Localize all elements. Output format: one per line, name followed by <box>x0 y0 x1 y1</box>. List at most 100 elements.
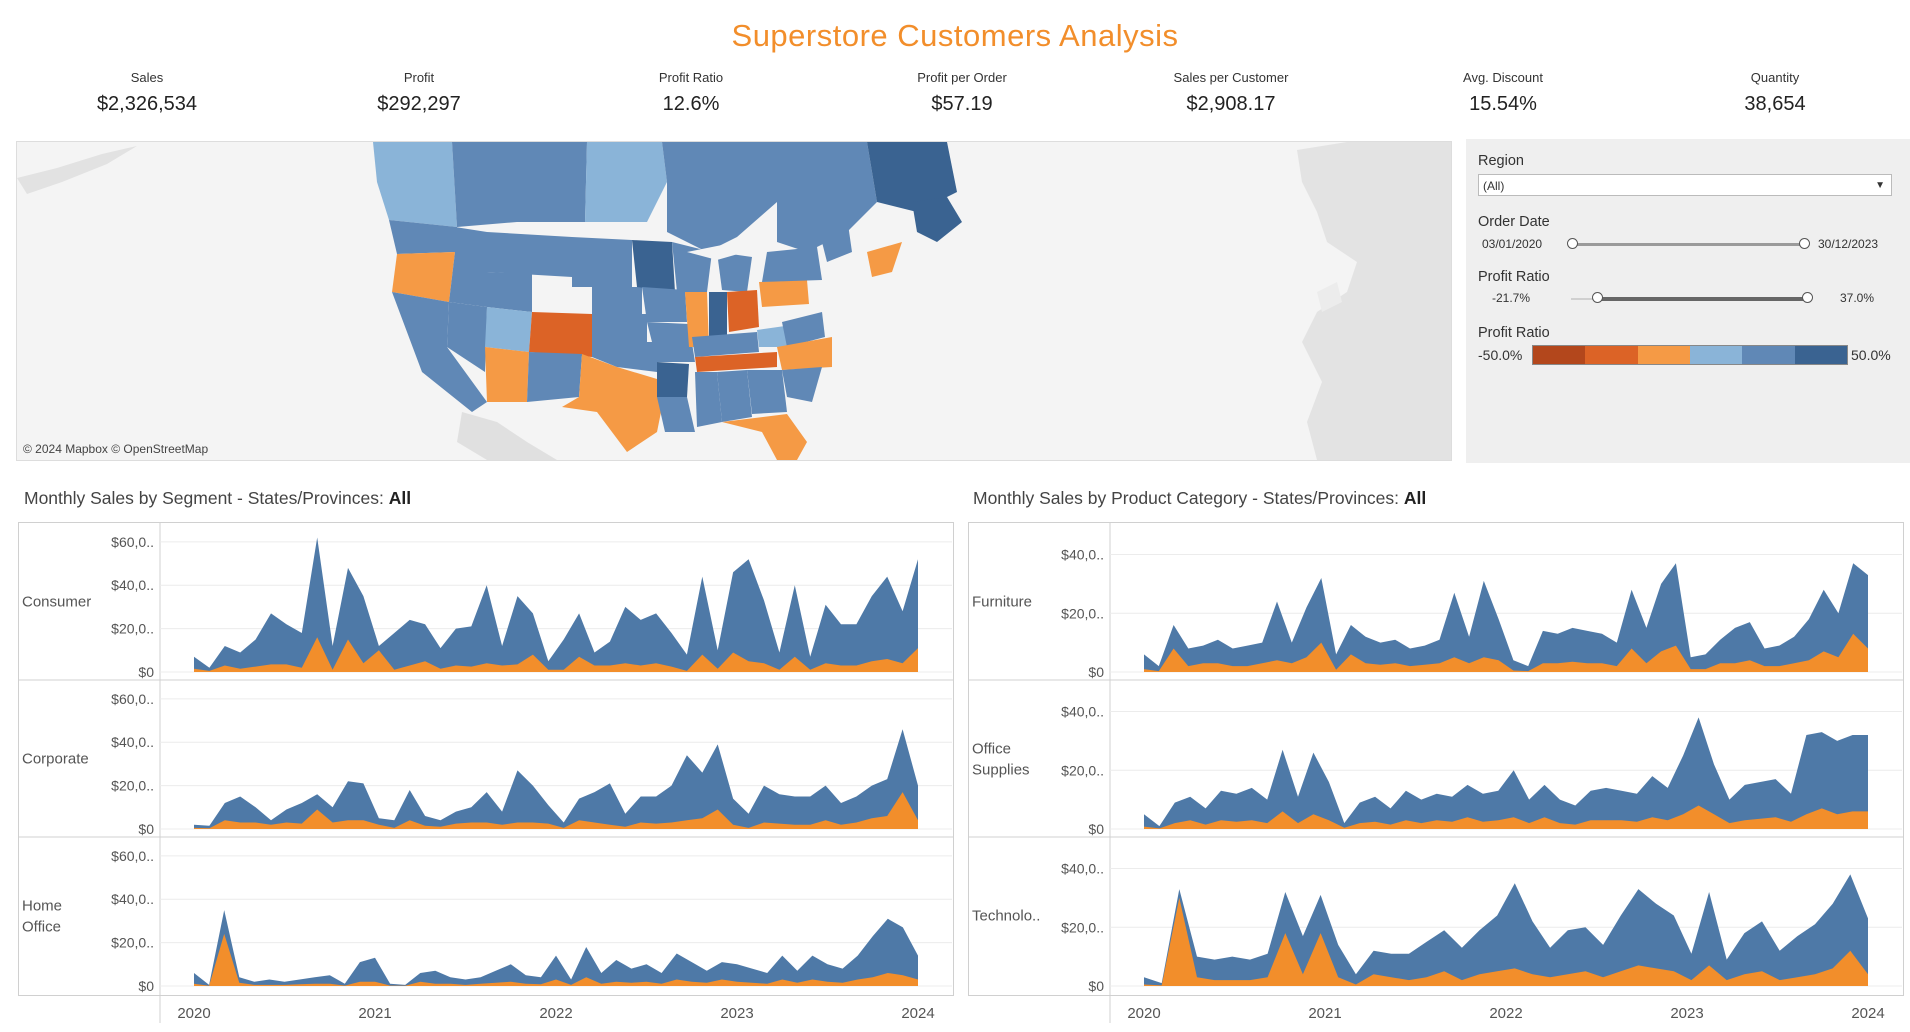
region-utah[interactable] <box>485 307 532 352</box>
region-north-dakota[interactable] <box>572 237 632 262</box>
profit-ratio-color-legend[interactable] <box>1532 345 1848 365</box>
region-missouri[interactable] <box>647 322 695 362</box>
kpi-label: Avg. Discount <box>1463 70 1543 85</box>
y-tick-label: $60,0.. <box>111 534 154 550</box>
region-north-carolina[interactable] <box>777 337 832 370</box>
profit-ratio-min-handle[interactable] <box>1592 292 1603 303</box>
y-tick-label: $20,0.. <box>111 935 154 951</box>
profit-ratio-max-handle[interactable] <box>1802 292 1813 303</box>
row-label-line: Furniture <box>972 594 1032 611</box>
region-arizona[interactable] <box>485 347 529 402</box>
sales-area[interactable] <box>194 910 918 986</box>
region-oregon[interactable] <box>392 252 455 302</box>
region-virginia[interactable] <box>782 312 825 347</box>
region-nebraska[interactable] <box>592 287 642 314</box>
region-iowa[interactable] <box>642 287 687 322</box>
y-tick-label: $20,0.. <box>111 621 154 637</box>
region-colorado[interactable] <box>529 312 592 357</box>
region-saskatchewan[interactable] <box>517 142 587 222</box>
region-new-mexico[interactable] <box>527 352 582 402</box>
region-louisiana[interactable] <box>657 397 695 432</box>
region-west-virginia[interactable] <box>757 325 792 347</box>
region-texas[interactable] <box>562 354 667 452</box>
y-tick-label: $0 <box>138 664 154 680</box>
row-label-line: Corporate <box>22 751 89 768</box>
profit-area[interactable] <box>1144 805 1868 830</box>
region-idaho[interactable] <box>449 227 487 307</box>
filter-panel: Region (All) ▼ Order Date 03/01/2020 30/… <box>1466 139 1910 463</box>
sales-area[interactable] <box>1144 874 1868 986</box>
segment-area-chart[interactable]: Consumer $60,0.. $40,0.. $20,0.. $0 Corporate… <box>18 522 954 1024</box>
kpi-label: Sales per Customer <box>1173 70 1289 85</box>
y-tick-label: $0 <box>138 821 154 837</box>
kpi-quantity: Quantity 38,654 <box>1665 70 1885 116</box>
y-tick-label: $0 <box>1088 821 1104 837</box>
region-bc[interactable] <box>373 142 457 227</box>
region-newfoundland[interactable] <box>912 197 962 242</box>
region-arkansas[interactable] <box>657 362 689 397</box>
region-kentucky[interactable] <box>692 332 759 357</box>
sales-area[interactable] <box>1144 717 1868 829</box>
y-tick-label: $40,0.. <box>111 891 154 907</box>
row-label: Furniture <box>972 594 1032 611</box>
great-lakes <box>687 242 752 260</box>
order-date-end: 30/12/2023 <box>1818 237 1879 251</box>
map-attribution[interactable]: © 2024 Mapbox © OpenStreetMap <box>23 442 209 456</box>
y-tick-label: $40,0.. <box>1061 704 1104 720</box>
region-florida[interactable] <box>722 414 807 460</box>
region-south-carolina[interactable] <box>782 367 822 402</box>
chart-frame <box>968 522 1904 996</box>
order-date-end-handle[interactable] <box>1799 238 1810 249</box>
kpi-profit-ratio: Profit Ratio 12.6% <box>581 70 801 116</box>
profit-ratio-map[interactable]: © 2024 Mapbox © OpenStreetMap <box>16 141 1452 461</box>
profit-area[interactable] <box>194 792 918 829</box>
region-ohio[interactable] <box>727 290 759 332</box>
region-montana[interactable] <box>487 232 572 277</box>
region-quebec[interactable] <box>777 142 877 252</box>
region-washington[interactable] <box>389 220 457 254</box>
region-dropdown[interactable]: (All) ▼ <box>1478 174 1892 196</box>
profit-area[interactable] <box>1144 633 1868 672</box>
region-mississippi[interactable] <box>695 372 722 427</box>
region-alabama[interactable] <box>717 370 752 422</box>
region-ontario[interactable] <box>662 142 777 252</box>
region-manitoba[interactable] <box>585 142 667 222</box>
region-minnesota[interactable] <box>632 240 675 292</box>
kpi-value: $292,297 <box>377 93 461 115</box>
order-date-slider-track[interactable] <box>1571 243 1803 246</box>
region-illinois[interactable] <box>685 292 709 347</box>
region-georgia[interactable] <box>747 370 787 414</box>
category-title-prefix: Monthly Sales by Product Category - Stat… <box>973 488 1404 508</box>
region-nevada[interactable] <box>447 302 487 372</box>
sales-area[interactable] <box>194 537 918 673</box>
region-alberta[interactable] <box>452 142 517 227</box>
chevron-down-icon[interactable]: ▼ <box>1875 180 1885 191</box>
profit-area[interactable] <box>1144 897 1868 986</box>
region-south-dakota[interactable] <box>572 262 632 287</box>
region-maine[interactable] <box>817 217 852 262</box>
profit-ratio-slider-track[interactable] <box>1596 297 1806 301</box>
region-pennsylvania[interactable] <box>759 280 809 307</box>
kpi-value: $2,326,534 <box>96 93 198 115</box>
region-indiana[interactable] <box>709 292 727 339</box>
kpi-sales-per-customer: Sales per Customer $2,908.17 <box>1121 70 1341 116</box>
order-date-start-handle[interactable] <box>1567 238 1578 249</box>
region-wyoming[interactable] <box>487 272 532 312</box>
sales-area[interactable] <box>1144 563 1868 672</box>
region-nova-scotia[interactable] <box>867 242 902 277</box>
x-tick-label: 2021 <box>358 1005 391 1022</box>
europe-africa-land <box>1297 142 1451 460</box>
row-label-line: Technolo.. <box>972 908 1040 925</box>
region-oklahoma[interactable] <box>592 342 657 372</box>
category-chart-title: Monthly Sales by Product Category - Stat… <box>973 488 1426 509</box>
profit-area[interactable] <box>194 637 918 672</box>
region-tennessee[interactable] <box>695 352 777 372</box>
sales-area[interactable] <box>194 729 918 829</box>
category-area-chart[interactable]: Furniture $40,0.. $20,0.. $0 Office Supplies $… <box>968 522 1904 1024</box>
map-canvas[interactable] <box>17 142 1451 460</box>
region-california[interactable] <box>392 292 487 412</box>
region-kansas[interactable] <box>592 314 647 342</box>
region-labrador[interactable] <box>867 142 957 212</box>
region-new-york[interactable] <box>762 247 822 282</box>
region-michigan[interactable] <box>717 252 752 292</box>
